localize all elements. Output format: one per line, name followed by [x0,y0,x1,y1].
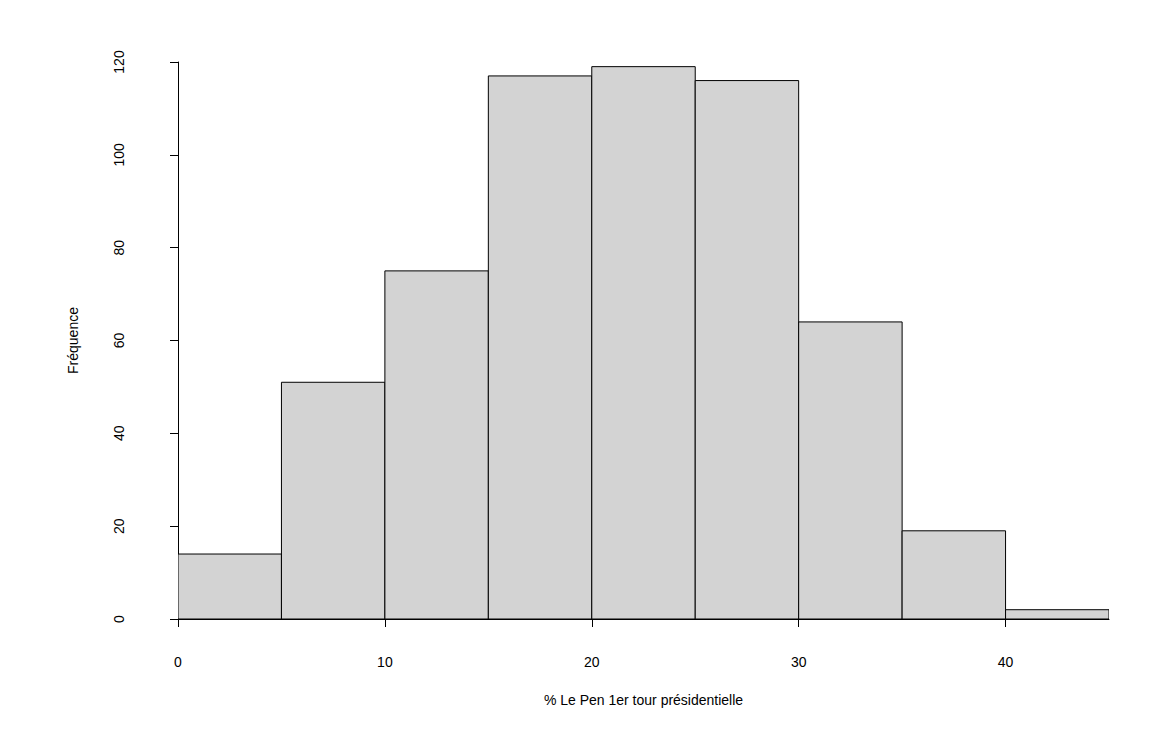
svg-text:Fréquence: Fréquence [65,307,81,374]
svg-text:30: 30 [791,654,807,670]
svg-text:10: 10 [377,654,393,670]
svg-text:40: 40 [998,654,1014,670]
svg-text:80: 80 [111,240,127,256]
svg-text:20: 20 [111,518,127,534]
svg-text:40: 40 [111,425,127,441]
svg-text:0: 0 [174,654,182,670]
svg-text:100: 100 [111,143,127,167]
svg-text:% Le Pen 1er tour présidentiel: % Le Pen 1er tour présidentielle [544,692,743,708]
svg-text:60: 60 [111,333,127,349]
svg-text:120: 120 [111,50,127,74]
svg-text:0: 0 [111,615,127,623]
svg-text:20: 20 [584,654,600,670]
